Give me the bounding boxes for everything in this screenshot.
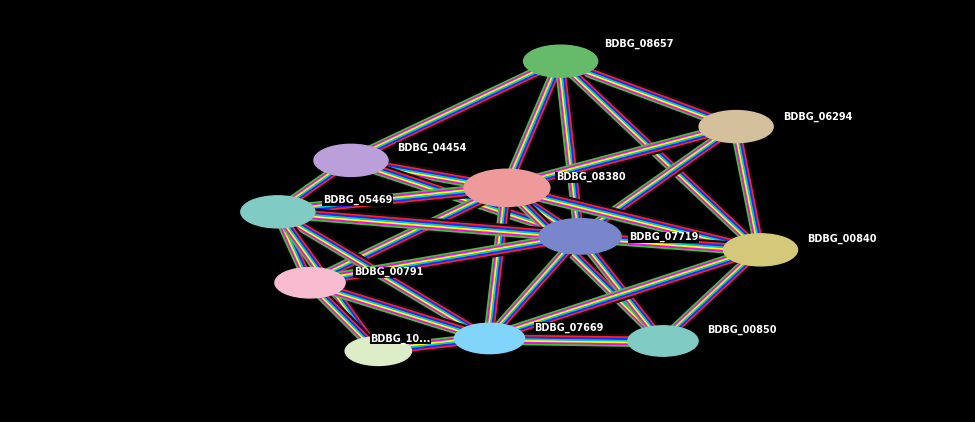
- Circle shape: [524, 45, 598, 77]
- Text: BDBG_00791: BDBG_00791: [354, 267, 423, 277]
- Circle shape: [628, 326, 698, 356]
- Text: BDBG_00850: BDBG_00850: [707, 325, 776, 335]
- Circle shape: [345, 337, 411, 365]
- Circle shape: [275, 268, 345, 298]
- Text: BDBG_05469: BDBG_05469: [323, 195, 392, 205]
- Text: BDBG_08380: BDBG_08380: [556, 172, 625, 182]
- Circle shape: [314, 144, 388, 176]
- Text: BDBG_04454: BDBG_04454: [397, 143, 466, 153]
- Text: BDBG_00840: BDBG_00840: [807, 234, 877, 244]
- Text: BDBG_07719: BDBG_07719: [629, 232, 698, 242]
- Circle shape: [699, 111, 773, 143]
- Text: BDBG_08657: BDBG_08657: [604, 39, 674, 49]
- Circle shape: [539, 219, 621, 254]
- Text: BDBG_07669: BDBG_07669: [534, 323, 604, 333]
- Circle shape: [464, 169, 550, 206]
- Circle shape: [723, 234, 798, 266]
- Text: BDBG_06294: BDBG_06294: [783, 112, 852, 122]
- Text: BDBG_10...: BDBG_10...: [370, 333, 431, 344]
- Circle shape: [241, 196, 315, 228]
- Circle shape: [454, 323, 525, 354]
